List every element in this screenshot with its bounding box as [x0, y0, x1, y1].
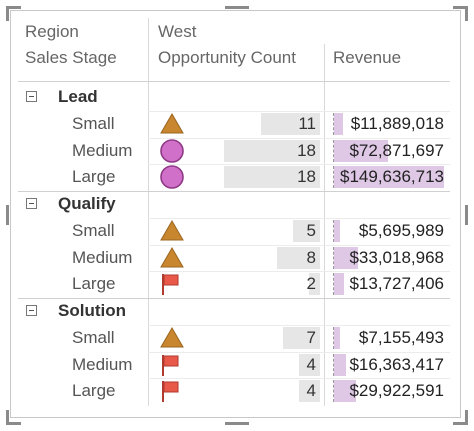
opportunity-count-value[interactable]: 18 — [297, 140, 316, 160]
collapse-toggle-qualify[interactable] — [26, 198, 37, 209]
header-divider — [18, 81, 450, 82]
row-divider — [148, 137, 450, 139]
revenue-data-bar — [334, 219, 340, 242]
opportunity-count-value[interactable]: 11 — [298, 113, 316, 133]
opportunity-count-value[interactable]: 4 — [306, 354, 316, 374]
row-label-small[interactable]: Small — [72, 113, 115, 133]
revenue-value[interactable]: $13,727,406 — [349, 274, 444, 294]
group-label-qualify[interactable]: Qualify — [58, 194, 116, 213]
revenue-data-bar — [334, 246, 358, 269]
row-label-small[interactable]: Small — [72, 220, 115, 240]
count-data-bar — [277, 246, 320, 269]
opportunity-count-header[interactable]: Opportunity Count — [158, 48, 296, 67]
count-data-bar — [299, 380, 320, 403]
flag-icon — [159, 379, 185, 403]
column-divider-count — [324, 44, 325, 406]
opportunity-count-value[interactable]: 5 — [306, 220, 316, 240]
count-data-bar — [299, 353, 320, 376]
revenue-header[interactable]: Revenue — [333, 48, 402, 67]
row-label-large[interactable]: Large — [72, 381, 116, 401]
row-divider — [148, 351, 450, 353]
row-divider — [148, 378, 450, 380]
resize-corner-top-left[interactable] — [6, 6, 21, 21]
revenue-data-bar — [334, 139, 388, 162]
revenue-axis-line — [333, 273, 334, 296]
group-divider — [18, 298, 450, 299]
revenue-axis-line — [333, 219, 334, 242]
opportunity-count-value[interactable]: 7 — [306, 327, 316, 347]
opportunity-count-value[interactable]: 18 — [297, 167, 316, 187]
revenue-data-bar — [334, 273, 344, 296]
triangle-icon — [159, 246, 185, 270]
region-header-label: Region — [25, 22, 79, 41]
row-label-large[interactable]: Large — [72, 274, 116, 294]
row-label-small[interactable]: Small — [72, 327, 115, 347]
revenue-axis-line — [333, 166, 334, 189]
row-label-large[interactable]: Large — [72, 167, 116, 187]
revenue-axis-line — [333, 380, 334, 403]
row-label-medium[interactable]: Medium — [72, 354, 133, 374]
row-divider — [148, 271, 450, 273]
resize-handle-right[interactable] — [465, 205, 468, 225]
sales-stage-header[interactable]: Sales Stage — [25, 48, 117, 67]
count-data-bar — [224, 166, 320, 189]
opportunity-count-value[interactable]: 8 — [306, 247, 316, 267]
row-divider — [148, 217, 450, 219]
count-data-bar — [261, 112, 320, 135]
count-data-bar — [224, 139, 320, 162]
revenue-value[interactable]: $29,922,591 — [349, 381, 444, 401]
triangle-icon — [159, 219, 185, 243]
row-divider — [148, 324, 450, 326]
resize-corner-bottom-right[interactable] — [453, 410, 468, 425]
matrix-visual-frame[interactable] — [10, 10, 461, 418]
revenue-axis-line — [333, 326, 334, 349]
resize-handle-bottom[interactable] — [225, 422, 249, 425]
column-divider-stage — [148, 18, 149, 406]
opportunity-count-value[interactable]: 4 — [306, 381, 316, 401]
revenue-data-bar — [334, 112, 343, 135]
collapse-toggle-solution[interactable] — [26, 305, 37, 316]
triangle-icon — [159, 112, 185, 136]
group-divider — [18, 191, 450, 192]
flag-icon — [159, 353, 185, 377]
revenue-axis-line — [333, 112, 334, 135]
revenue-value[interactable]: $7,155,493 — [358, 327, 444, 347]
revenue-axis-line — [333, 353, 334, 376]
revenue-value[interactable]: $5,695,989 — [358, 220, 444, 240]
revenue-axis-line — [333, 139, 334, 162]
count-data-bar — [283, 326, 320, 349]
count-data-bar — [309, 273, 320, 296]
row-divider — [148, 164, 450, 166]
resize-corner-top-right[interactable] — [453, 6, 468, 21]
revenue-data-bar — [334, 353, 346, 376]
revenue-value[interactable]: $16,363,417 — [349, 354, 444, 374]
revenue-axis-line — [333, 246, 334, 269]
revenue-value[interactable]: $33,018,968 — [349, 247, 444, 267]
opportunity-count-value[interactable]: 2 — [306, 274, 316, 294]
resize-handle-left[interactable] — [6, 205, 9, 225]
group-label-solution[interactable]: Solution — [58, 301, 126, 320]
flag-icon — [159, 272, 185, 296]
revenue-data-bar — [334, 380, 356, 403]
triangle-icon — [159, 326, 185, 350]
revenue-data-bar — [334, 326, 340, 349]
revenue-value[interactable]: $72,871,697 — [349, 140, 444, 160]
row-label-medium[interactable]: Medium — [72, 247, 133, 267]
region-header-value[interactable]: West — [158, 22, 197, 41]
circle-icon — [159, 138, 185, 163]
revenue-data-bar — [334, 166, 444, 189]
count-data-bar — [293, 219, 320, 242]
group-label-lead[interactable]: Lead — [58, 87, 98, 106]
row-divider — [148, 244, 450, 246]
revenue-value[interactable]: $149,636,713 — [340, 167, 444, 187]
circle-icon — [159, 165, 185, 190]
revenue-value[interactable]: $11,889,018 — [350, 113, 444, 133]
resize-corner-bottom-left[interactable] — [6, 410, 21, 425]
row-label-medium[interactable]: Medium — [72, 140, 133, 160]
resize-handle-top[interactable] — [225, 6, 249, 9]
row-divider — [148, 110, 450, 112]
collapse-toggle-lead[interactable] — [26, 91, 37, 102]
